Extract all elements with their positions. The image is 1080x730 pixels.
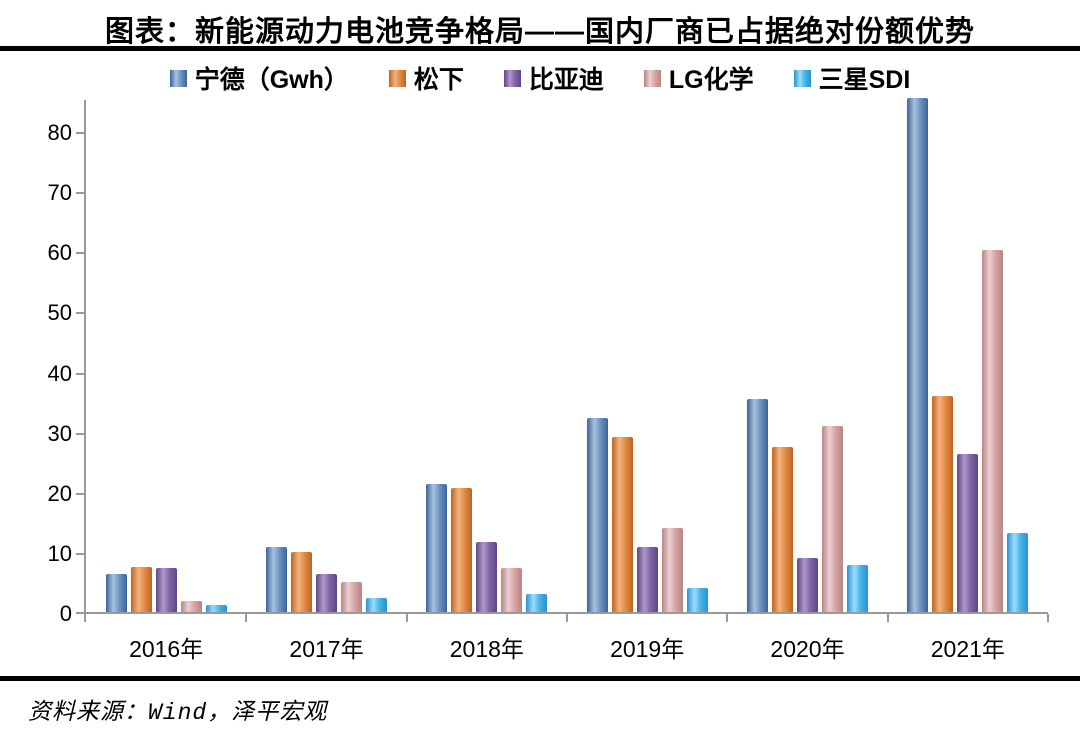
- y-axis-tick-label: 80: [47, 120, 72, 146]
- y-axis-tick: [76, 252, 84, 255]
- bar: [747, 399, 768, 612]
- bar: [957, 453, 979, 612]
- bar: [526, 593, 548, 612]
- legend-swatch-icon: [793, 69, 811, 87]
- legend-label: 比亚迪: [528, 66, 604, 94]
- legend-label: LG化学: [668, 66, 754, 94]
- bar: [932, 395, 954, 612]
- legend-swatch-icon: [169, 69, 187, 87]
- x-axis-tick: [566, 614, 568, 622]
- bar: [847, 565, 868, 612]
- x-axis-tick: [726, 614, 729, 622]
- x-axis-category-label: 2019年: [610, 636, 685, 662]
- y-axis-tick-label: 40: [47, 360, 72, 386]
- y-axis-tick: [76, 132, 84, 135]
- x-axis-category-label: 2016年: [129, 636, 204, 662]
- bar: [636, 547, 658, 612]
- y-axis-line: [84, 100, 86, 622]
- footer-divider-line: [0, 676, 1080, 681]
- x-axis-category-label: 2018年: [449, 636, 524, 662]
- y-axis-tick: [76, 552, 84, 555]
- bar: [180, 601, 202, 612]
- y-axis-tick-label: 70: [47, 180, 72, 206]
- y-axis-tick: [76, 492, 84, 495]
- bar: [686, 587, 708, 612]
- bar: [772, 446, 793, 612]
- y-axis-tick-label: 10: [47, 540, 72, 566]
- chart-legend: 宁德（Gwh） 松下 比亚迪 LG化学 三星SDI: [0, 60, 1080, 96]
- bar: [105, 573, 127, 612]
- bar: [316, 573, 337, 612]
- y-axis-tick: [76, 432, 84, 435]
- bar: [822, 426, 843, 612]
- legend-item: LG化学: [643, 60, 754, 96]
- bar: [130, 566, 152, 612]
- x-axis-tick: [886, 614, 889, 622]
- bar: [586, 417, 608, 612]
- bar: [661, 527, 683, 612]
- y-axis-tick-label: 60: [47, 240, 72, 266]
- x-axis-category-label: 2020年: [770, 636, 845, 662]
- bar: [266, 547, 287, 612]
- bar: [611, 437, 633, 612]
- bar: [291, 551, 312, 612]
- bar: [426, 483, 448, 612]
- y-axis-tick-label: 0: [59, 601, 72, 626]
- legend-item: 三星SDI: [793, 60, 911, 96]
- x-axis-tick: [84, 614, 86, 622]
- y-axis-tick: [76, 312, 84, 315]
- x-axis-category-label: 2017年: [289, 636, 364, 662]
- bar: [797, 557, 818, 612]
- legend-swatch-icon: [388, 69, 406, 87]
- y-axis-tick-label: 50: [47, 300, 72, 326]
- legend-item: 比亚迪: [503, 60, 604, 96]
- legend-label: 宁德（Gwh）: [194, 66, 349, 94]
- title-divider-line: [0, 46, 1080, 51]
- legend-label: 松下: [413, 66, 464, 94]
- bar: [1007, 532, 1029, 612]
- legend-swatch-icon: [503, 69, 521, 87]
- bar: [205, 604, 227, 612]
- x-axis-category-label: 2021年: [930, 636, 1005, 662]
- legend-item: 松下: [388, 60, 464, 96]
- y-axis-tick: [76, 192, 84, 195]
- plot-area: [76, 98, 1049, 622]
- x-axis-line: [76, 612, 1048, 614]
- data-source-text: 资料来源：Wind，泽平宏观: [28, 700, 328, 726]
- legend-swatch-icon: [643, 69, 661, 87]
- bar: [476, 542, 498, 612]
- y-axis-tick-label: 20: [47, 480, 72, 506]
- bar: [451, 487, 473, 612]
- y-axis-tick-label: 30: [47, 420, 72, 446]
- legend-label: 三星SDI: [818, 66, 911, 94]
- x-axis-tick: [405, 614, 408, 622]
- bar: [366, 598, 387, 612]
- y-axis-tick: [76, 372, 84, 375]
- bar: [907, 98, 929, 612]
- x-axis-tick: [1047, 614, 1049, 622]
- bar: [501, 567, 523, 612]
- legend-item: 宁德（Gwh）: [169, 60, 349, 96]
- bar: [341, 581, 362, 612]
- x-axis-tick: [245, 614, 248, 622]
- chart-title: 图表：新能源动力电池竞争格局——国内厂商已占据绝对份额优势: [104, 16, 975, 48]
- bar: [982, 250, 1004, 612]
- bar: [155, 568, 177, 612]
